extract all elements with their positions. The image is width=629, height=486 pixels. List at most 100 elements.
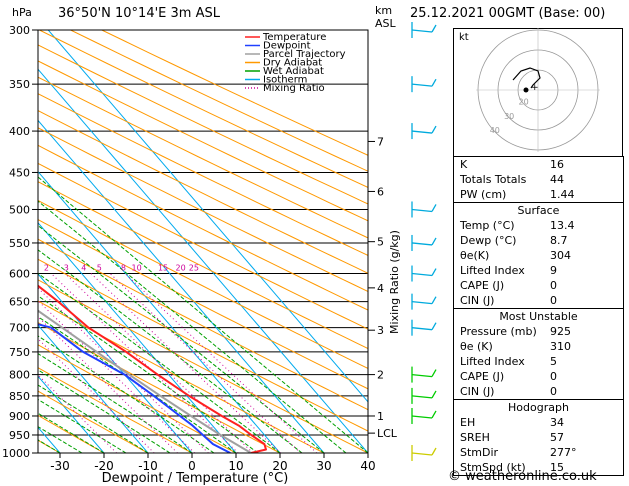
index-label: PW (cm) xyxy=(460,188,507,201)
mixing-ratio-line xyxy=(38,300,196,453)
legend-label: Dewpoint xyxy=(263,41,311,52)
dry-adiabat-line xyxy=(38,390,149,453)
km-tick-label: 1 xyxy=(377,410,384,423)
storm-motion-marker: + xyxy=(531,83,539,93)
index-value: 0 xyxy=(550,385,557,398)
wind-barb xyxy=(431,296,437,304)
isotherm-line xyxy=(38,324,149,453)
wind-barb xyxy=(431,125,437,134)
hodograph-unit: kt xyxy=(459,32,469,43)
index-label: Temp (°C) xyxy=(460,219,515,232)
index-value: 0 xyxy=(550,279,557,292)
y-tick-label: 450 xyxy=(9,166,30,179)
hodograph: kt 20 30 40 + xyxy=(453,28,623,177)
wind-barb xyxy=(431,237,437,246)
indices-table: K 16 Totals Totals 44 PW (cm) 1.44 Surface … xyxy=(453,156,624,476)
index-value: 15 xyxy=(550,461,564,474)
wet-adiabat-line xyxy=(38,316,237,453)
hodograph-ring-label: 30 xyxy=(504,112,514,121)
dewpoint-line xyxy=(38,323,231,453)
index-label: Lifted Index xyxy=(460,264,525,277)
dry-adiabat-line xyxy=(38,279,368,453)
wind-barb xyxy=(411,272,433,277)
asl-unit-label: ASL xyxy=(375,17,396,30)
station-location: 36°50'N 10°14'E 3m ASL xyxy=(58,6,220,21)
wind-barb xyxy=(431,268,437,276)
x-axis-label: Dewpoint / Temperature (°C) xyxy=(102,471,289,486)
isotherm-line xyxy=(47,30,368,403)
dry-adiabat-line xyxy=(101,30,368,156)
x-tick-label: -30 xyxy=(50,459,70,473)
km-tick-label: 2 xyxy=(377,369,384,382)
dry-adiabat-line xyxy=(38,76,368,239)
x-tick-label: 30 xyxy=(316,459,331,473)
wind-barb xyxy=(411,415,433,419)
index-value: 1.44 xyxy=(550,188,575,201)
wet-adiabat-line xyxy=(38,176,368,453)
km-unit-label: km xyxy=(375,4,393,17)
dry-adiabat-line xyxy=(38,238,368,411)
index-value: 5 xyxy=(550,355,557,368)
wet-adiabat-line xyxy=(38,353,193,453)
y-tick-label: 650 xyxy=(9,296,30,309)
y-tick-label: 600 xyxy=(9,268,30,281)
y-tick-label: 900 xyxy=(9,410,30,423)
dry-adiabat-line xyxy=(38,162,368,330)
wind-barb xyxy=(411,327,433,331)
index-label: StmDir xyxy=(460,446,499,459)
wind-barb xyxy=(431,322,437,331)
wet-adiabat-line xyxy=(38,295,259,453)
isotherm-line xyxy=(38,68,368,453)
index-label: Totals Totals xyxy=(460,173,527,186)
index-value: 34 xyxy=(550,416,564,429)
mixing-ratio-label: 5 xyxy=(97,264,102,273)
copyright-text: © weatheronline.co.uk xyxy=(448,469,597,484)
index-value: 13.4 xyxy=(550,219,575,232)
wind-barb xyxy=(411,130,433,134)
wind-barb xyxy=(411,373,433,378)
y-tick-label: 700 xyxy=(9,322,30,335)
x-tick-label: 0 xyxy=(188,459,196,473)
index-label: Lifted Index xyxy=(460,355,525,368)
hodograph-section-title: Hodograph xyxy=(508,401,569,414)
index-value: 925 xyxy=(550,325,571,338)
wind-barb xyxy=(411,29,433,33)
dry-adiabat-line xyxy=(39,30,368,188)
index-label: StmSpd (kt) xyxy=(460,461,526,474)
run-datetime: 25.12.2021 00GMT (Base: 00) xyxy=(410,6,606,21)
index-label: CIN (J) xyxy=(460,294,495,307)
mixing-ratio-label: 25 xyxy=(189,264,199,273)
index-value: 57 xyxy=(550,431,564,444)
mixing-ratio-line xyxy=(124,273,318,453)
dry-adiabat-line xyxy=(38,199,368,370)
wet-adiabat-line xyxy=(38,200,347,453)
legend-label: Temperature xyxy=(262,32,326,43)
mixing-ratio-label: 15 xyxy=(158,264,168,273)
index-label: CAPE (J) xyxy=(460,370,505,383)
surface-section-title: Surface xyxy=(517,204,560,217)
dry-adiabat-line xyxy=(38,258,368,432)
y-tick-label: 1000 xyxy=(2,447,30,460)
dry-adiabat-line xyxy=(38,181,368,350)
index-value: 8.7 xyxy=(550,234,568,247)
x-tick-label: 10 xyxy=(228,459,243,473)
mixing-ratio-label: 3 xyxy=(64,264,69,273)
km-tick-label: 4 xyxy=(377,282,384,295)
mixing-ratio-label: 4 xyxy=(81,264,86,273)
dry-adiabat-line xyxy=(38,367,193,453)
mixing-ratio-axis-label: Mixing Ratio (g/kg) xyxy=(388,230,401,334)
parcel-trajectory-line xyxy=(38,309,252,453)
wind-barb xyxy=(431,78,437,87)
index-label: θe(K) xyxy=(460,249,490,262)
index-label: θe (K) xyxy=(460,340,493,353)
wet-adiabat-line xyxy=(38,272,281,453)
km-tick-label: 6 xyxy=(377,185,384,198)
y-tick-label: 950 xyxy=(9,429,30,442)
index-value: 304 xyxy=(550,249,571,262)
wind-barb xyxy=(431,369,437,377)
wind-barb xyxy=(411,395,433,399)
mixing-ratio-line xyxy=(38,287,209,453)
dry-adiabat-line xyxy=(38,110,368,274)
index-value: 9 xyxy=(550,264,557,277)
y-tick-label: 800 xyxy=(9,369,30,382)
